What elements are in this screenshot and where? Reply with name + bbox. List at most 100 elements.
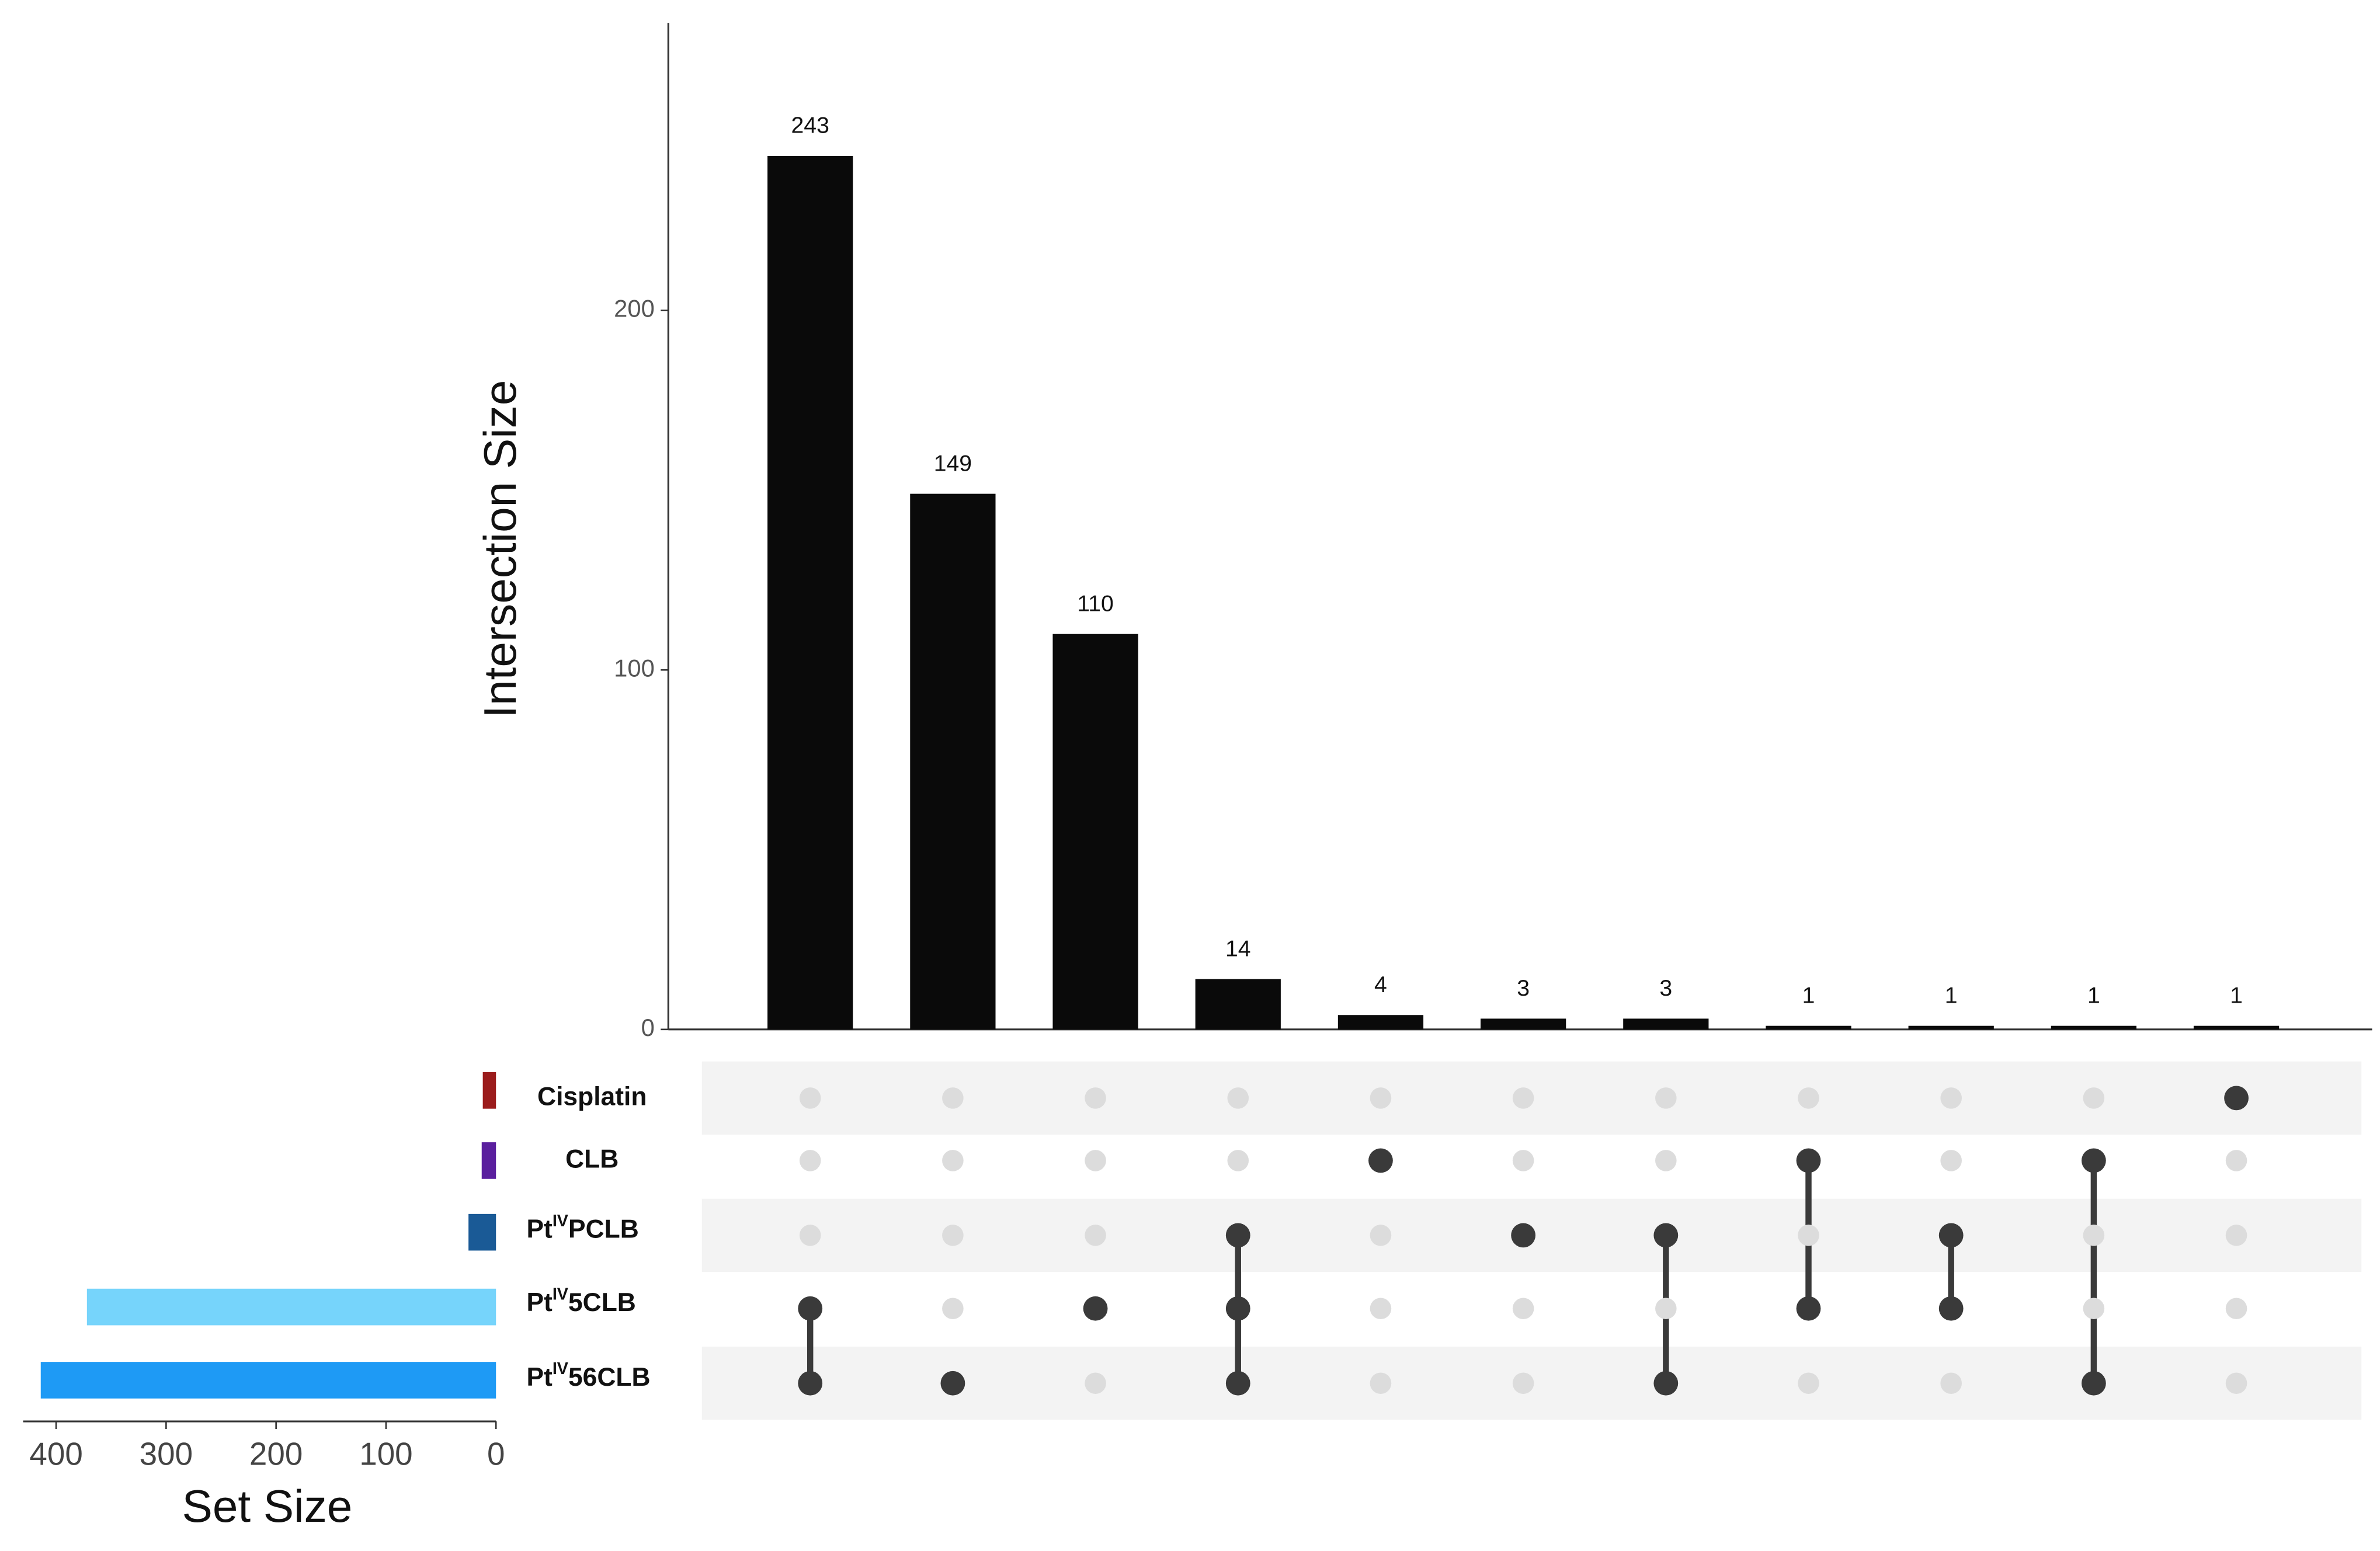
matrix-dot-empty [942, 1150, 964, 1171]
value-label: 3 [1659, 976, 1672, 1001]
matrix-dot-empty [1798, 1087, 1819, 1109]
matrix-dot-filled [1083, 1296, 1108, 1321]
matrix-dot-empty [2225, 1150, 2247, 1171]
matrix-dot-empty [2083, 1087, 2105, 1109]
matrix-dot-filled [1225, 1223, 1250, 1248]
matrix-dot-filled [1225, 1296, 1250, 1321]
matrix-dot-empty [1655, 1087, 1677, 1109]
set-label: PtIV56CLB [526, 1359, 650, 1392]
matrix-dot-filled [1368, 1148, 1393, 1173]
value-label: 4 [1374, 972, 1387, 997]
bar [1195, 979, 1281, 1030]
set-size-bar [86, 1288, 496, 1326]
bar [2193, 1025, 2280, 1030]
matrix-dot-empty [799, 1087, 821, 1109]
set-label-part: 5CLB [568, 1288, 636, 1317]
set-label-part: 56CLB [568, 1363, 651, 1392]
set-size-bar [40, 1362, 496, 1399]
y-axis-title: Intersection Size [474, 380, 526, 718]
value-label: 1 [2087, 983, 2100, 1008]
set-size-tick-label: 0 [487, 1436, 505, 1472]
set-label-sup: IV [553, 1211, 568, 1230]
y-tick-label: 100 [614, 654, 655, 681]
set-label: PtIVPCLB [526, 1211, 638, 1243]
value-label: 3 [1517, 976, 1530, 1001]
value-label: 1 [2230, 983, 2243, 1008]
matrix-dot-empty [1798, 1225, 1819, 1246]
set-label: Cisplatin [537, 1082, 647, 1111]
y-tick-label: 200 [614, 295, 655, 322]
matrix-dot-filled [940, 1371, 965, 1396]
matrix-dot-empty [1085, 1087, 1106, 1109]
bar [1337, 1015, 1424, 1030]
bar [1766, 1025, 1851, 1030]
set-label: PtIV5CLB [526, 1285, 635, 1317]
matrix-dot-empty [1512, 1150, 1534, 1171]
matrix-dot-empty [1227, 1087, 1249, 1109]
bar [1481, 1018, 1566, 1030]
bar [1908, 1025, 1994, 1030]
value-label: 14 [1225, 936, 1251, 961]
matrix-dot-empty [1370, 1225, 1392, 1246]
matrix-dot-filled [2081, 1371, 2106, 1396]
matrix-dot-filled [1653, 1223, 1679, 1248]
matrix-dot-empty [1085, 1150, 1106, 1171]
matrix-dot-filled [1796, 1296, 1821, 1321]
matrix-dot-empty [942, 1087, 964, 1109]
matrix-dot-filled [1938, 1223, 1964, 1248]
y-tick-label: 0 [641, 1014, 655, 1041]
set-label-sup: IV [553, 1285, 568, 1303]
set-size-bar [468, 1213, 496, 1251]
set-label-part: Pt [526, 1215, 553, 1243]
set-label-part: PCLB [568, 1215, 639, 1243]
matrix-dot-empty [942, 1225, 964, 1246]
set-size-tick-label: 100 [359, 1436, 412, 1472]
matrix-dot-filled [798, 1296, 823, 1321]
set-label-part: CLB [565, 1145, 619, 1173]
matrix-dot-empty [799, 1225, 821, 1246]
matrix-dot-filled [1225, 1371, 1250, 1396]
value-label: 149 [934, 451, 972, 476]
value-label: 110 [1077, 591, 1113, 616]
matrix-dot-empty [2083, 1298, 2105, 1320]
value-label: 1 [1945, 983, 1958, 1008]
matrix-dot-empty [1940, 1150, 1962, 1171]
set-size-bar [481, 1142, 496, 1179]
matrix-dot-empty [1370, 1372, 1392, 1394]
matrix-dot-empty [1512, 1372, 1534, 1394]
matrix-dot-empty [1227, 1150, 1249, 1171]
matrix-dot-filled [798, 1371, 823, 1396]
matrix-dot-empty [1085, 1225, 1106, 1246]
matrix-dot-empty [1512, 1298, 1534, 1320]
bar [1623, 1018, 1709, 1030]
matrix-dot-filled [2081, 1148, 2106, 1173]
matrix-dot-filled [1511, 1223, 1536, 1248]
matrix-dot-empty [942, 1298, 964, 1320]
set-size-tick-label: 300 [140, 1436, 193, 1472]
matrix-dot-empty [1370, 1087, 1392, 1109]
matrix-dot-empty [2225, 1298, 2247, 1320]
matrix-dot-empty [1940, 1087, 1962, 1109]
matrix-dot-filled [2224, 1086, 2249, 1111]
matrix-dot-filled [1653, 1371, 1679, 1396]
set-size-bar [482, 1072, 496, 1109]
matrix-dot-empty [2225, 1225, 2247, 1246]
matrix-dot-empty [1798, 1372, 1819, 1394]
matrix-dot-empty [1512, 1087, 1534, 1109]
matrix-dot-empty [1085, 1372, 1106, 1394]
set-size-tick-label: 400 [29, 1436, 82, 1472]
bar [767, 155, 853, 1030]
bar [2051, 1025, 2136, 1030]
set-label-part: Cisplatin [537, 1082, 647, 1111]
bar [1052, 634, 1138, 1030]
set-label: CLB [565, 1145, 619, 1173]
matrix-dot-empty [2225, 1372, 2247, 1394]
value-label: 1 [1802, 983, 1815, 1008]
set-label-sup: IV [553, 1359, 568, 1378]
matrix-dot-empty [1655, 1298, 1677, 1320]
matrix-dot-empty [1655, 1150, 1677, 1171]
matrix-dot-empty [2083, 1225, 2105, 1246]
matrix-dot-filled [1796, 1148, 1821, 1173]
bar [910, 493, 996, 1030]
